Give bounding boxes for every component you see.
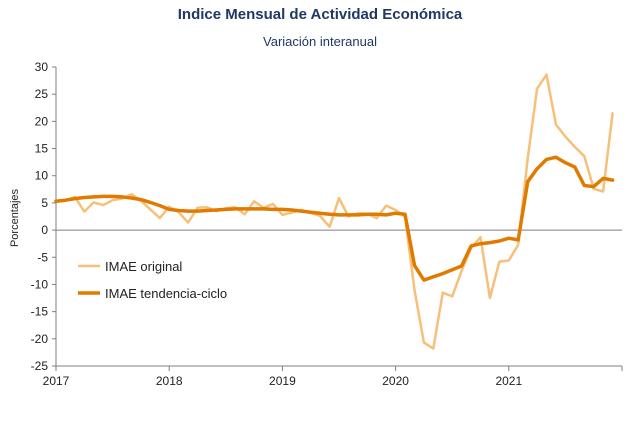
series-lines: [54, 73, 615, 350]
series-line-trend: [54, 155, 615, 282]
chart-subtitle: Variación interanual: [263, 34, 377, 49]
y-tick-label: 30: [35, 60, 49, 74]
x-tick-label: 2021: [495, 374, 522, 388]
y-tick-label: -10: [31, 277, 49, 291]
y-axis-label: Porcentajes: [9, 188, 21, 247]
y-tick-label: -20: [31, 332, 49, 346]
y-tick-labels: -25 -20 -15 -10 -5 0 5 10 15 20 25 30: [31, 60, 49, 373]
y-tick-label: -5: [37, 250, 48, 264]
y-tick-label: 10: [35, 169, 49, 183]
x-tick-labels: 2017 2018 2019 2020 2021: [43, 374, 523, 388]
y-tick-label: 15: [35, 142, 49, 156]
y-tick-label: -15: [31, 305, 49, 319]
x-tick-label: 2018: [156, 374, 183, 388]
y-tick-label: -25: [31, 359, 49, 373]
legend-label-original: IMAE original: [105, 259, 182, 274]
y-tick-label: 5: [41, 196, 48, 210]
y-tick-label: 25: [35, 87, 49, 101]
series-line-original: [54, 73, 614, 350]
x-tick-label: 2020: [382, 374, 409, 388]
y-tick-label: 0: [41, 223, 48, 237]
axes: [52, 66, 623, 371]
y-tick-label: 20: [35, 114, 49, 128]
legend: IMAE original IMAE tendencia-ciclo: [78, 259, 227, 301]
x-tick-label: 2019: [269, 374, 296, 388]
x-tick-label: 2017: [43, 374, 70, 388]
legend-label-trend: IMAE tendencia-ciclo: [105, 286, 227, 301]
chart-title: Indice Mensual de Actividad Económica: [177, 6, 463, 23]
